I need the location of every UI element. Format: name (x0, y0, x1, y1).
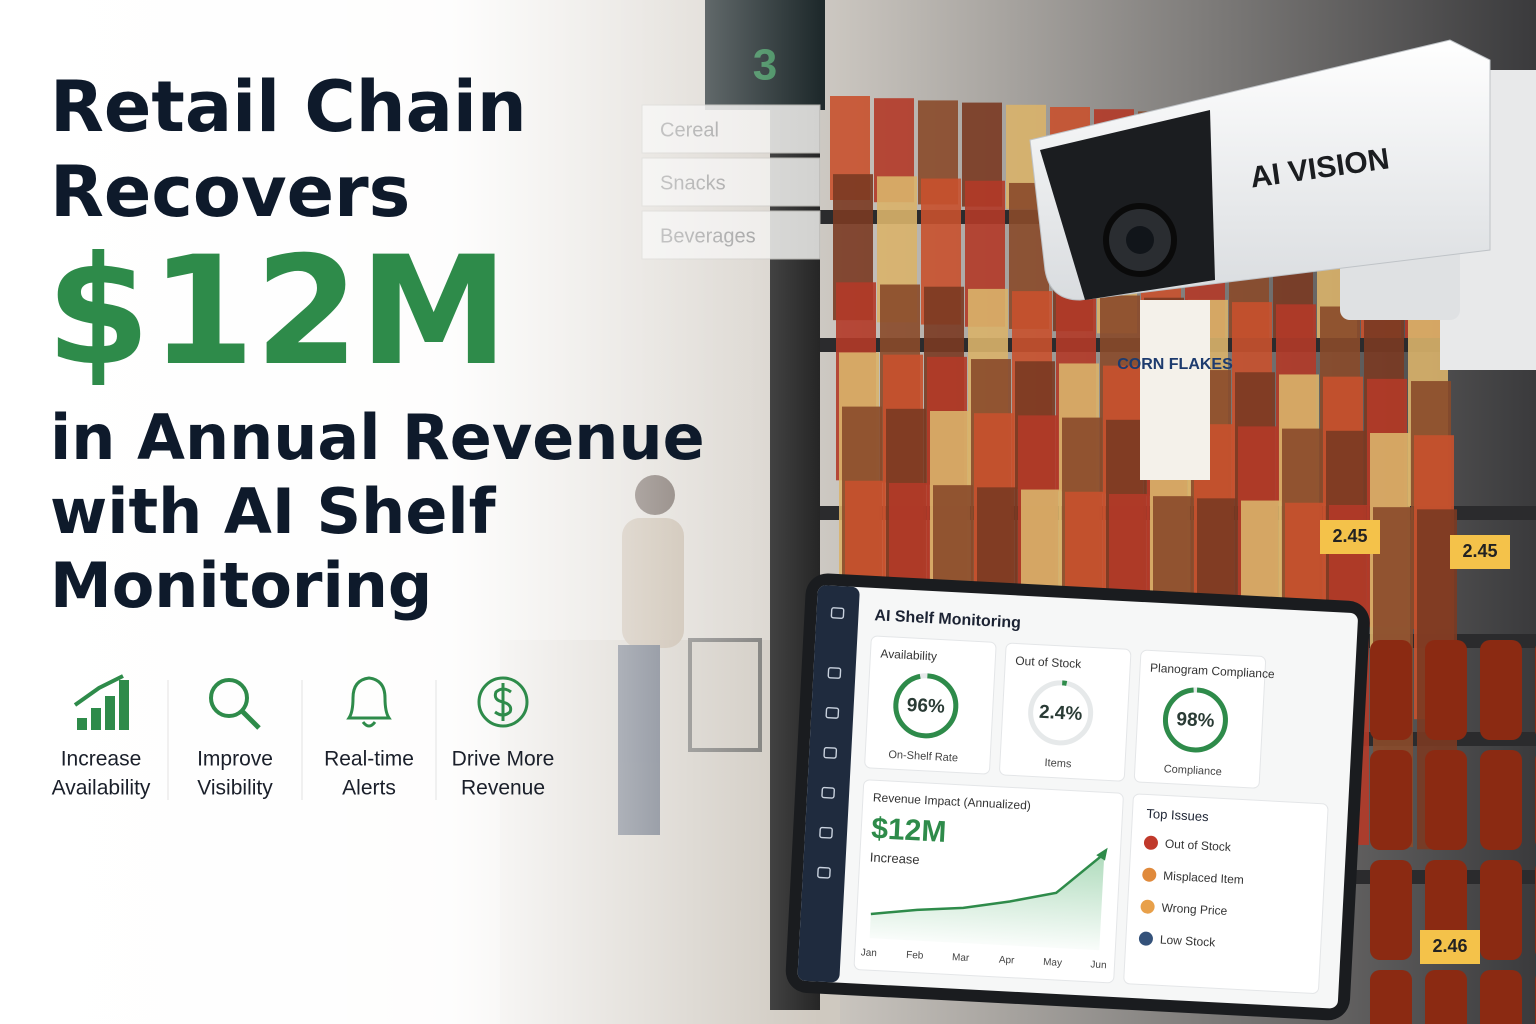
issue-label: Out of Stock (1165, 837, 1233, 854)
metric-value: 96% (906, 695, 945, 718)
icon-dollar (493, 683, 513, 721)
feature-label: Visibility (197, 777, 273, 800)
card (864, 635, 997, 775)
x-tick-label: Jan (860, 947, 877, 959)
bottle (1370, 640, 1412, 740)
headline-amount: $12M (46, 225, 508, 399)
text-backdrop (0, 0, 820, 1024)
sidebar-icon (823, 746, 838, 759)
sidebar-icon (825, 707, 840, 719)
issues-title: Top Issues (1146, 806, 1209, 824)
card (1123, 793, 1329, 994)
camera: AI VISION (1029, 39, 1536, 370)
metric-label: Out of Stock (1015, 654, 1083, 671)
box-label: CORN FLAKES (1117, 356, 1233, 373)
headline-line: in Annual Revenue (50, 401, 705, 474)
issue-label: Wrong Price (1161, 901, 1228, 918)
sidebar-icon (821, 786, 835, 799)
sidebar-icon (819, 826, 833, 839)
issue-dot (1138, 931, 1153, 946)
bottle (1425, 750, 1467, 850)
bottle (1480, 750, 1522, 850)
metric-value: 2.4% (1038, 702, 1082, 725)
bottle (1425, 640, 1467, 740)
icon-lens (209, 678, 249, 718)
issue-dot (1140, 899, 1155, 914)
metric-sublabel: Items (1044, 757, 1072, 770)
sidebar-icon (830, 607, 845, 619)
x-tick-label: Apr (999, 955, 1016, 967)
icon-coin (477, 676, 529, 728)
feature-label: Real-time (324, 748, 414, 771)
x-tick-label: Feb (906, 950, 924, 962)
tablet-screen: AI Shelf MonitoringAvailability96%On-She… (797, 585, 1358, 1009)
bottle (1370, 970, 1412, 1024)
feature-label: Availability (52, 777, 151, 800)
tablet: AI Shelf MonitoringAvailability96%On-She… (785, 573, 1370, 1021)
headline-line: Recovers (50, 151, 410, 233)
line-arrowhead (1096, 847, 1108, 861)
icon-bar (91, 708, 101, 730)
sidebar-icon (827, 667, 842, 679)
metric-label: Availability (880, 647, 937, 664)
headline-line: with AI Shelf (50, 475, 497, 548)
card (1133, 649, 1267, 789)
bottle (1370, 750, 1412, 850)
revenue-amount: $12M (870, 812, 947, 849)
line (870, 852, 1106, 916)
x-tick-label: May (1043, 957, 1062, 969)
feature-label: Improve (197, 748, 273, 771)
price-tag (1450, 535, 1510, 569)
headline-line: Monitoring (50, 549, 432, 622)
line-area (869, 853, 1105, 951)
x-tick-label: Mar (952, 952, 970, 964)
bottle (1480, 860, 1522, 960)
price-tag-text: 2.45 (1462, 541, 1497, 561)
issue-label: Misplaced Item (1163, 869, 1244, 887)
metric-sublabel: Compliance (1163, 763, 1222, 778)
x-tick-label: Jun (1090, 959, 1107, 971)
icon-arrow (73, 674, 124, 707)
icon-bar (119, 680, 129, 730)
revenue-sublabel: Increase (869, 850, 920, 868)
feature-label: Drive More (452, 748, 555, 771)
price-tag (1320, 520, 1380, 554)
metric-sublabel: On-Shelf Rate (888, 749, 958, 765)
issue-dot (1142, 867, 1157, 882)
bottle (1370, 860, 1412, 960)
sidebar-icon (817, 866, 831, 879)
card (999, 642, 1132, 782)
bottle (1425, 970, 1467, 1024)
gauge-arc (1028, 680, 1094, 746)
cereal-box (1140, 300, 1210, 480)
metric-label: Planogram Compliance (1150, 661, 1276, 682)
bottle (1480, 970, 1522, 1024)
price-tag (1420, 930, 1480, 964)
price-tag-text: 2.45 (1332, 526, 1367, 546)
icon-handle (240, 709, 261, 730)
features: Increase Availability Improve Visibility Rea… (52, 674, 555, 800)
icon-bell (346, 676, 392, 728)
issue-dot (1143, 835, 1158, 850)
feature-label: Alerts (342, 777, 396, 800)
issue-label: Low Stock (1160, 933, 1217, 950)
sidebar (797, 585, 860, 983)
bottle (1480, 640, 1522, 740)
headline-line: Retail Chain (50, 66, 527, 148)
feature-label: Increase (61, 748, 142, 771)
price-tag-text: 2.46 (1432, 936, 1467, 956)
icon-bar (105, 696, 115, 730)
icon-bar (77, 718, 87, 730)
feature-label: Revenue (461, 777, 545, 800)
metric-value: 98% (1176, 709, 1215, 732)
